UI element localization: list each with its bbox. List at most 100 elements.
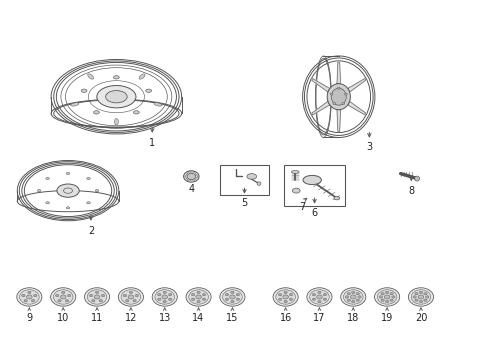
Circle shape [155, 290, 174, 304]
Circle shape [417, 295, 423, 299]
Circle shape [157, 298, 161, 301]
Circle shape [345, 296, 348, 298]
Text: 5: 5 [241, 198, 247, 208]
Ellipse shape [37, 190, 41, 192]
Circle shape [28, 291, 31, 293]
Circle shape [92, 300, 95, 302]
Circle shape [389, 299, 392, 301]
Text: 18: 18 [346, 313, 359, 323]
Text: 8: 8 [407, 186, 413, 196]
Circle shape [391, 296, 394, 298]
Ellipse shape [105, 91, 127, 103]
Circle shape [84, 288, 109, 306]
Circle shape [31, 300, 35, 302]
Circle shape [337, 87, 340, 89]
Circle shape [128, 295, 133, 299]
Circle shape [306, 288, 331, 306]
Circle shape [197, 300, 200, 303]
Circle shape [350, 295, 355, 299]
Circle shape [414, 299, 417, 301]
Circle shape [20, 290, 39, 304]
Circle shape [423, 299, 426, 301]
Circle shape [152, 288, 177, 306]
Circle shape [419, 300, 422, 303]
Ellipse shape [93, 111, 99, 114]
Circle shape [378, 296, 382, 298]
Circle shape [389, 293, 392, 295]
Text: 17: 17 [313, 313, 325, 323]
Circle shape [414, 293, 417, 295]
Circle shape [380, 299, 384, 301]
Ellipse shape [95, 190, 99, 192]
Circle shape [346, 293, 350, 295]
Circle shape [89, 294, 93, 297]
Circle shape [123, 294, 126, 297]
Text: 20: 20 [414, 313, 427, 323]
Circle shape [289, 293, 292, 296]
Text: 15: 15 [226, 313, 238, 323]
Polygon shape [347, 102, 365, 115]
Circle shape [135, 294, 138, 297]
Ellipse shape [326, 84, 349, 110]
Ellipse shape [145, 89, 151, 93]
Circle shape [425, 296, 428, 298]
Circle shape [355, 299, 359, 301]
Circle shape [24, 300, 27, 302]
Circle shape [191, 293, 194, 296]
Circle shape [423, 293, 426, 295]
Text: 9: 9 [26, 313, 32, 323]
Text: 11: 11 [91, 313, 103, 323]
Circle shape [34, 294, 37, 297]
Circle shape [230, 300, 234, 303]
Text: 7: 7 [299, 202, 305, 212]
Circle shape [95, 291, 99, 293]
Ellipse shape [154, 103, 162, 106]
Circle shape [316, 295, 322, 299]
Text: 13: 13 [158, 313, 170, 323]
Circle shape [58, 300, 61, 302]
Ellipse shape [113, 76, 119, 79]
Circle shape [168, 293, 171, 296]
Circle shape [278, 298, 281, 301]
Circle shape [317, 300, 321, 303]
Ellipse shape [66, 172, 70, 175]
Ellipse shape [66, 207, 70, 209]
Circle shape [225, 293, 228, 296]
Ellipse shape [333, 196, 339, 200]
Text: 4: 4 [188, 184, 194, 194]
Text: 2: 2 [87, 226, 94, 235]
Ellipse shape [97, 86, 136, 108]
Circle shape [220, 288, 244, 306]
Circle shape [51, 288, 76, 306]
Text: 14: 14 [192, 313, 204, 323]
Circle shape [374, 288, 399, 306]
Text: 3: 3 [366, 143, 372, 153]
Ellipse shape [87, 74, 94, 79]
Circle shape [65, 300, 68, 302]
Bar [220, 165, 268, 195]
Circle shape [357, 296, 361, 298]
Text: 12: 12 [124, 313, 137, 323]
Circle shape [410, 290, 430, 304]
Circle shape [118, 288, 143, 306]
Circle shape [121, 290, 141, 304]
Circle shape [191, 298, 194, 301]
Circle shape [99, 300, 102, 302]
Circle shape [202, 298, 205, 301]
Circle shape [225, 298, 228, 301]
Circle shape [187, 173, 195, 180]
Ellipse shape [246, 174, 256, 179]
Circle shape [61, 295, 66, 299]
Circle shape [168, 298, 171, 301]
Circle shape [129, 291, 132, 293]
Circle shape [275, 290, 295, 304]
Circle shape [317, 291, 321, 293]
Circle shape [67, 294, 71, 297]
Text: 1: 1 [149, 138, 155, 148]
Circle shape [21, 294, 25, 297]
Circle shape [384, 295, 389, 299]
Circle shape [163, 291, 166, 293]
Circle shape [101, 294, 104, 297]
Circle shape [183, 171, 199, 182]
Circle shape [284, 291, 286, 293]
